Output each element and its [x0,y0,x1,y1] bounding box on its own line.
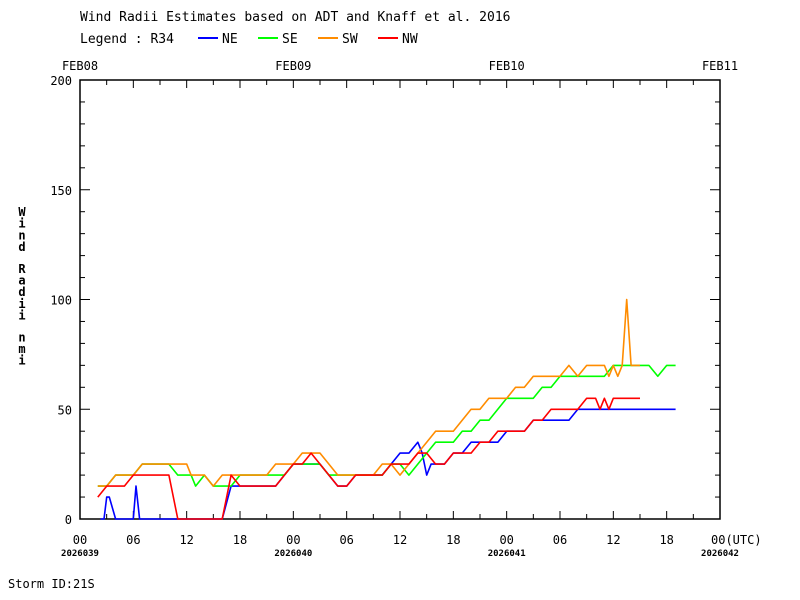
x-tick-label: 06 [553,533,567,547]
y-axis-label-char: i [18,297,25,311]
top-date-label: FEB09 [275,59,311,73]
legend: Legend : R34 NE SE SW NW [80,32,418,47]
x-tick-label: 00 [286,533,300,547]
bottom-date-label: 2026040 [274,549,312,559]
y-axis-label-char: i [18,309,25,323]
x-tick-label: 06 [126,533,140,547]
y-axis-label-char: m [18,342,25,356]
top-date-label: FEB08 [62,59,98,73]
y-tick-label: 200 [50,74,72,88]
y-tick-label: 0 [65,513,72,527]
y-axis-label-char: d [18,240,25,254]
y-axis-label-char: R [18,262,26,276]
axis-ticks [79,79,721,520]
y-axis-label-char: a [18,274,25,288]
bottom-date-labels: 2026039 2026040 2026041 2026042 [61,549,739,559]
x-tick-label: 12 [179,533,193,547]
x-tick-label: 18 [233,533,247,547]
x-tick-label: 06 [339,533,353,547]
legend-label-nw: NW [402,32,418,47]
series-lines [97,298,676,520]
y-tick-label: 50 [58,403,72,417]
x-tick-labels: 00 06 12 18 00 06 12 18 00 06 12 18 00(UTC) [73,533,762,547]
x-tick-label: 18 [446,533,460,547]
y-axis-label-char: d [18,285,25,299]
y-tick-label: 150 [50,184,72,198]
y-axis-label-char: n [18,228,25,242]
y-tick-labels: 0 50 100 150 200 [50,74,72,527]
bottom-date-label: 2026039 [61,549,99,559]
top-date-label: FEB11 [702,59,738,73]
bottom-date-label: 2026042 [701,549,739,559]
bottom-date-label: 2026041 [488,549,526,559]
legend-label-sw: SW [342,32,358,47]
x-tick-label: 12 [393,533,407,547]
series-line-se [97,364,676,487]
series-line-sw [97,298,640,487]
x-tick-label: 00 [73,533,87,547]
top-date-labels: FEB08 FEB09 FEB10 FEB11 [62,59,738,73]
top-date-label: FEB10 [489,59,525,73]
legend-label-se: SE [282,32,298,47]
x-tick-label: 12 [606,533,620,547]
y-axis-label-char: i [18,217,25,231]
y-axis-label-char: n [18,330,25,344]
x-tick-label: 18 [659,533,673,547]
chart-title: Wind Radii Estimates based on ADT and Kn… [80,10,510,25]
series-line-nw [97,397,640,520]
storm-id: Storm ID:21S [8,577,95,591]
y-axis-label-char: i [18,354,25,368]
legend-prefix: Legend : R34 [80,32,174,47]
legend-label-ne: NE [222,32,238,47]
x-tick-label: 00(UTC) [711,533,762,547]
y-axis-label-char: W [18,205,26,219]
y-tick-label: 100 [50,294,72,308]
x-tick-label: 00 [499,533,513,547]
